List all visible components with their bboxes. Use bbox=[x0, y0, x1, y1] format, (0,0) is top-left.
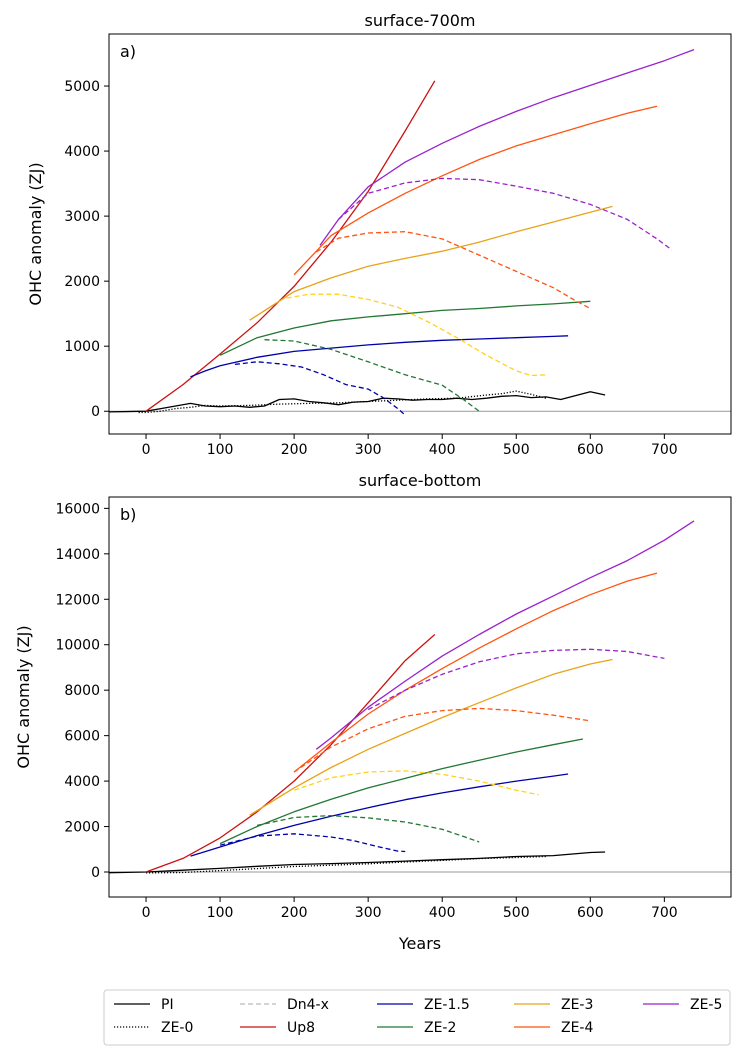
series-ze-5 bbox=[315, 520, 695, 750]
y-tick-label: 14000 bbox=[55, 547, 100, 563]
series-ze-3-ramp-down bbox=[286, 293, 546, 377]
x-tick-label: 100 bbox=[207, 442, 234, 458]
series-ze-4-ramp-down bbox=[293, 707, 591, 773]
x-tick-label: 500 bbox=[503, 442, 530, 458]
series-ze-3 bbox=[249, 205, 613, 321]
legend-label-ze-3: ZE-3 bbox=[561, 997, 593, 1013]
x-tick-label: 100 bbox=[207, 905, 234, 921]
x-tick-label: 0 bbox=[142, 905, 151, 921]
x-tick-label: 200 bbox=[281, 442, 308, 458]
y-tick-label: 5000 bbox=[64, 79, 100, 95]
x-tick-label: 300 bbox=[355, 442, 382, 458]
y-axis-label: OHC anomaly (ZJ) bbox=[14, 625, 33, 768]
legend: PI ZE-0 Dn4-x Up8 ZE-1.5 ZE-2 ZE-3 ZE-4 ZE-5 bbox=[103, 989, 731, 1046]
x-tick-label: 300 bbox=[355, 905, 382, 921]
legend-label-dn4-x: Dn4-x bbox=[287, 997, 329, 1013]
series-ze-5-ramp-down bbox=[338, 177, 673, 251]
series-ze-3-ramp-down bbox=[293, 770, 539, 796]
series-ze-1-5-ramp-down bbox=[234, 361, 406, 416]
legend-label-ze-1-5: ZE-1.5 bbox=[424, 997, 470, 1013]
y-tick-label: 12000 bbox=[55, 592, 100, 608]
chart-title: surface-bottom bbox=[359, 471, 482, 490]
series-ze-0 bbox=[145, 855, 546, 874]
x-tick-label: 500 bbox=[503, 905, 530, 921]
y-axis-label: OHC anomaly (ZJ) bbox=[26, 162, 45, 305]
y-tick-label: 6000 bbox=[64, 729, 100, 745]
x-axis-label: Years bbox=[398, 934, 441, 953]
panel-label: a) bbox=[120, 42, 136, 61]
chart-title: surface-700m bbox=[364, 11, 475, 30]
plot-frame bbox=[108, 33, 732, 435]
series-ze-4 bbox=[293, 572, 658, 773]
panel-a: 0 100 200 300 400 500 600 700 0 1000 2000 3000 4000 5… bbox=[26, 11, 732, 458]
y-tick-label: 1000 bbox=[64, 339, 100, 355]
legend-label-ze-5: ZE-5 bbox=[690, 997, 722, 1013]
legend-label-up8: Up8 bbox=[287, 1020, 315, 1036]
y-tick-label: 10000 bbox=[55, 638, 100, 654]
series-ze-5-ramp-down bbox=[367, 648, 665, 711]
series-up8 bbox=[145, 80, 436, 412]
legend-label-ze-0: ZE-0 bbox=[161, 1020, 193, 1036]
series-pi bbox=[109, 851, 606, 874]
series-ze-4-ramp-down bbox=[315, 231, 591, 310]
legend-label-ze-4: ZE-4 bbox=[561, 1020, 593, 1036]
y-tick-label: 4000 bbox=[64, 144, 100, 160]
series-ze-4 bbox=[293, 105, 658, 276]
series-up8 bbox=[145, 634, 436, 873]
y-tick-label: 16000 bbox=[55, 501, 100, 517]
x-tick-label: 400 bbox=[429, 442, 456, 458]
y-tick-label: 0 bbox=[91, 404, 100, 420]
x-tick-label: 400 bbox=[429, 905, 456, 921]
x-tick-label: 700 bbox=[651, 905, 678, 921]
plot-frame bbox=[108, 496, 732, 898]
y-tick-label: 2000 bbox=[64, 820, 100, 836]
legend-label-pi: PI bbox=[161, 997, 174, 1013]
series-ze-1-5 bbox=[190, 335, 569, 378]
series-ze-2 bbox=[219, 738, 584, 845]
panel-label: b) bbox=[120, 505, 136, 524]
series-ze-2 bbox=[219, 300, 591, 356]
x-tick-label: 600 bbox=[577, 905, 604, 921]
x-tick-label: 700 bbox=[651, 442, 678, 458]
series-ze-3 bbox=[249, 658, 613, 816]
series-ze-2-ramp-down bbox=[264, 339, 480, 412]
y-tick-label: 2000 bbox=[64, 274, 100, 290]
y-tick-label: 3000 bbox=[64, 209, 100, 225]
legend-label-ze-2: ZE-2 bbox=[424, 1020, 456, 1036]
series-ze-1-5-ramp-down bbox=[219, 833, 406, 853]
series-ze-1-5 bbox=[190, 773, 569, 857]
series-ze-2-ramp-down bbox=[256, 814, 480, 843]
y-tick-label: 0 bbox=[91, 865, 100, 881]
panel-b: 0 100 200 300 400 500 600 700 0 2000 4000 6000 8000 1… bbox=[14, 471, 732, 953]
x-tick-label: 600 bbox=[577, 442, 604, 458]
x-tick-label: 0 bbox=[142, 442, 151, 458]
series-ze-5 bbox=[319, 48, 695, 246]
y-tick-label: 8000 bbox=[64, 683, 100, 699]
x-tick-label: 200 bbox=[281, 905, 308, 921]
legend-box bbox=[103, 989, 731, 1046]
y-tick-label: 4000 bbox=[64, 774, 100, 790]
series-ze-0 bbox=[138, 390, 547, 414]
